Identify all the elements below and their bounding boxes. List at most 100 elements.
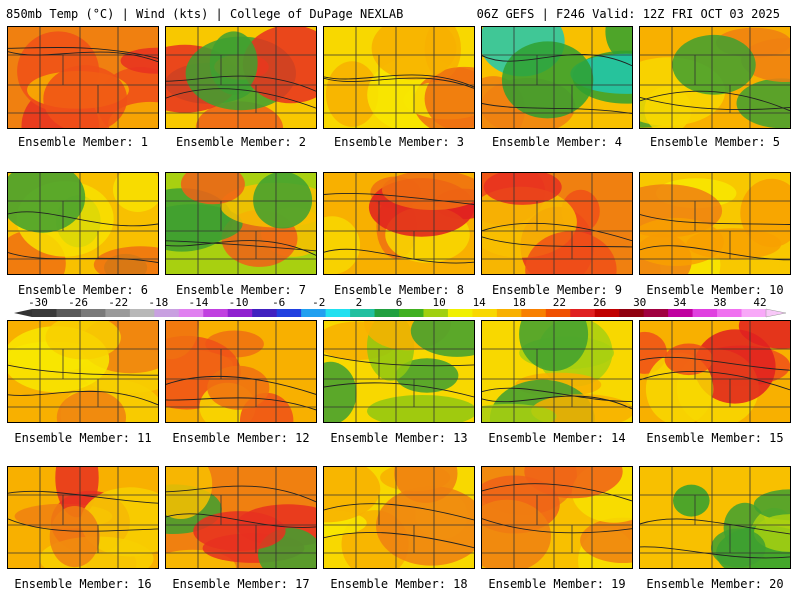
- temperature-map: [482, 27, 632, 128]
- ensemble-map-panel[interactable]: [639, 466, 791, 569]
- temperature-region: [483, 173, 562, 205]
- temperature-map: [8, 173, 158, 274]
- colorbar-swatch: [154, 309, 180, 317]
- colorbar-tick-label: -26: [68, 296, 89, 309]
- ensemble-map-panel[interactable]: [481, 466, 633, 569]
- colorbar-swatch: [399, 309, 424, 317]
- colorbar-swatch: [472, 309, 498, 317]
- ensemble-map-panel[interactable]: [481, 26, 633, 129]
- temperature-region: [531, 394, 632, 422]
- temperature-map: [324, 321, 474, 422]
- colorbar-tick-label: -6: [272, 296, 286, 309]
- ensemble-map-panel[interactable]: [7, 320, 159, 423]
- state-borders: [166, 27, 316, 128]
- ensemble-map-panel[interactable]: [165, 466, 317, 569]
- temperature-region: [580, 517, 632, 563]
- temperature-region: [482, 403, 557, 422]
- temperature-region: [640, 217, 724, 266]
- colorbar-tick-label: 6: [395, 296, 403, 309]
- temperature-region: [711, 528, 766, 568]
- temperature-region: [394, 467, 458, 503]
- temperature-map: [324, 27, 474, 128]
- ensemble-map-panel[interactable]: [7, 26, 159, 129]
- isotherm-contours: [640, 214, 790, 261]
- ensemble-map-panel[interactable]: [481, 172, 633, 275]
- temperature-map: [166, 321, 316, 422]
- temperature-map: [166, 173, 316, 274]
- isotherm-contours: [482, 222, 632, 248]
- colorbar-swatch: [643, 309, 669, 317]
- temperature-region: [519, 321, 589, 372]
- colorbar-swatch: [350, 309, 376, 317]
- colorbar-tick-label: -30: [28, 296, 48, 309]
- state-borders: [8, 321, 158, 422]
- state-borders: [8, 173, 158, 274]
- panel-caption: Ensemble Member: 19: [488, 577, 626, 591]
- ensemble-map-panel[interactable]: [323, 466, 475, 569]
- temperature-region: [166, 467, 213, 519]
- ensemble-map-panel[interactable]: [639, 172, 791, 275]
- temperature-map: [640, 173, 790, 274]
- temperature-region: [49, 506, 100, 568]
- isotherm-contours: [166, 240, 316, 256]
- temperature-region: [673, 484, 710, 517]
- ensemble-map-panel[interactable]: [323, 26, 475, 129]
- colorbar-swatch: [325, 309, 351, 317]
- colorbar-min-arrow: [14, 309, 32, 317]
- temperature-map: [640, 321, 790, 422]
- ensemble-map-panel[interactable]: [323, 172, 475, 275]
- state-borders: [324, 27, 474, 128]
- colorbar: [14, 308, 787, 318]
- isotherm-contours: [8, 211, 158, 263]
- colorbar-tick-label: 38: [713, 296, 727, 309]
- temperature-region: [605, 27, 632, 61]
- ensemble-map-panel[interactable]: [639, 320, 791, 423]
- ensemble-map-panel[interactable]: [165, 172, 317, 275]
- panel-caption: Ensemble Member: 9: [491, 283, 623, 297]
- isotherm-contours: [482, 387, 632, 410]
- ensemble-map-panel[interactable]: [165, 26, 317, 129]
- isotherm-contours: [640, 356, 790, 391]
- colorbar-tick-label: 30: [633, 296, 647, 309]
- colorbar-swatch: [129, 309, 155, 317]
- colorbar-tick-label: -2: [312, 296, 326, 309]
- temperature-region: [524, 467, 623, 499]
- temperature-region: [209, 31, 258, 95]
- panel-caption: Ensemble Member: 10: [646, 283, 784, 297]
- panel-caption: Ensemble Member: 20: [646, 577, 784, 591]
- ensemble-map-panel[interactable]: [7, 466, 159, 569]
- temperature-region: [367, 395, 474, 422]
- isotherm-contours: [640, 518, 790, 559]
- temperature-region: [376, 486, 474, 566]
- temperature-region: [664, 343, 713, 376]
- colorbar-swatch: [496, 309, 522, 317]
- state-borders: [166, 467, 316, 568]
- temperature-map: [482, 467, 632, 568]
- colorbar-swatch: [668, 309, 694, 317]
- temperature-region: [395, 358, 459, 393]
- ensemble-map-panel[interactable]: [481, 320, 633, 423]
- state-borders: [482, 467, 632, 568]
- panel-caption: Ensemble Member: 18: [330, 577, 468, 591]
- isotherm-contours: [166, 75, 316, 109]
- temperature-map: [640, 27, 790, 128]
- temperature-map: [8, 321, 158, 422]
- panel-caption: Ensemble Member: 16: [14, 577, 152, 591]
- temperature-region: [43, 65, 128, 128]
- ensemble-map-panel[interactable]: [7, 172, 159, 275]
- run-info: 06Z GEFS | F246 Valid: 12Z FRI OCT 03 20…: [476, 7, 780, 21]
- colorbar-swatch: [741, 309, 767, 317]
- temperature-map: [8, 27, 158, 128]
- colorbar-tick-label: -14: [188, 296, 209, 309]
- panel-caption: Ensemble Member: 14: [488, 431, 626, 445]
- map-title: 850mb Temp (°C) | Wind (kts) | College o…: [6, 7, 404, 21]
- panel-caption: Ensemble Member: 1: [17, 135, 149, 149]
- colorbar-tick-label: 18: [512, 296, 526, 309]
- colorbar-tick-label: 42: [753, 296, 767, 309]
- state-borders: [482, 173, 632, 274]
- ensemble-map-panel[interactable]: [165, 320, 317, 423]
- state-borders: [324, 173, 474, 274]
- panel-caption: Ensemble Member: 3: [333, 135, 465, 149]
- ensemble-map-panel[interactable]: [639, 26, 791, 129]
- ensemble-map-panel[interactable]: [323, 320, 475, 423]
